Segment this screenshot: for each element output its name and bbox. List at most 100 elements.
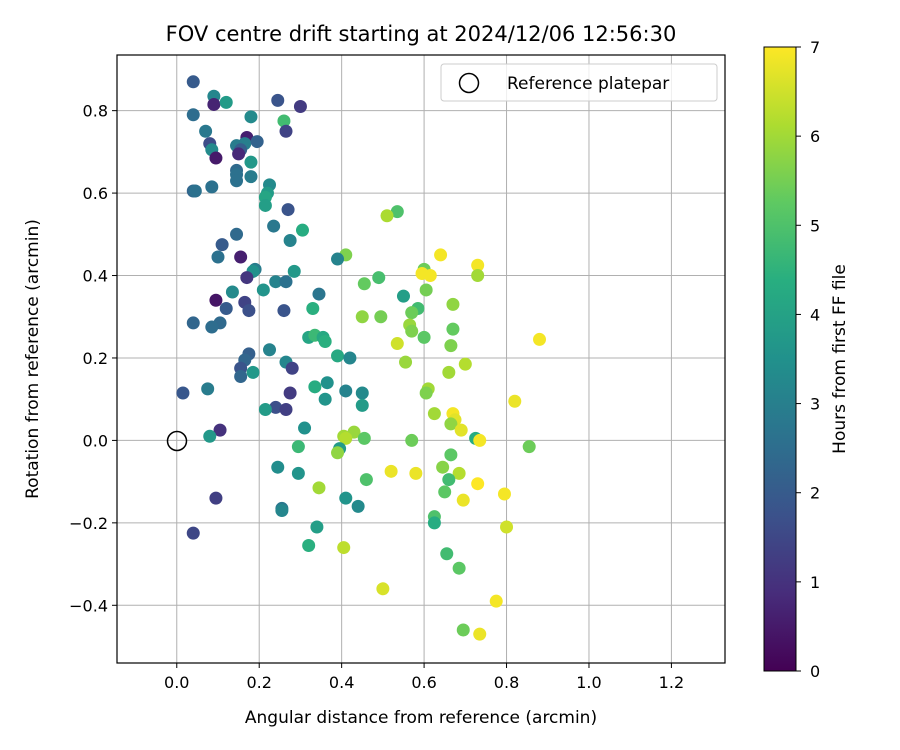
data-point <box>320 376 334 390</box>
data-point <box>380 209 394 223</box>
x-tick-label: 0.4 <box>329 673 354 692</box>
data-point <box>390 205 404 219</box>
data-point <box>390 337 404 351</box>
colorbar-tick-label: 7 <box>810 38 820 57</box>
data-point <box>271 460 285 474</box>
data-point <box>452 561 466 575</box>
data-point <box>442 365 456 379</box>
data-point <box>258 198 272 212</box>
x-tick-label: 1.0 <box>576 673 601 692</box>
data-point <box>291 466 305 480</box>
data-point <box>186 526 200 540</box>
x-tick-label: 0.0 <box>164 673 189 692</box>
legend-box <box>440 63 718 102</box>
data-point <box>277 114 291 128</box>
x-tick-label: 0.8 <box>494 673 519 692</box>
data-point <box>339 384 353 398</box>
data-point <box>533 332 547 346</box>
data-point <box>240 271 254 285</box>
colorbar-tick-label: 1 <box>810 573 820 592</box>
legend-marker-icon <box>458 72 480 94</box>
data-point <box>357 277 371 291</box>
data-point <box>283 233 297 247</box>
colorbar-tick-label: 5 <box>810 216 820 235</box>
plot-frame <box>116 54 726 664</box>
data-point <box>230 227 244 241</box>
data-point <box>250 135 264 149</box>
data-point <box>209 491 223 505</box>
data-point <box>186 316 200 330</box>
x-tick-label: 0.2 <box>246 673 271 692</box>
colorbar: 0 1 2 3 4 5 6 7 Hours from first FF file <box>763 38 850 681</box>
data-point <box>471 477 485 491</box>
data-point <box>234 250 248 264</box>
data-point <box>458 357 472 371</box>
data-point <box>201 382 215 396</box>
y-tick-label: 0.8 <box>83 102 108 121</box>
y-tick-label: −0.2 <box>69 514 108 533</box>
data-point <box>339 491 353 505</box>
data-point <box>500 520 514 534</box>
data-point <box>318 334 332 348</box>
colorbar-label: Hours from first FF file <box>830 264 850 454</box>
data-point <box>355 310 369 324</box>
x-axis-ticks: 0.0 0.2 0.4 0.6 0.8 1.0 1.2 <box>164 663 684 692</box>
colorbar-tick-label: 4 <box>810 305 820 324</box>
data-point <box>215 238 229 252</box>
data-point <box>436 460 450 474</box>
data-point <box>267 219 281 233</box>
data-point <box>351 499 365 513</box>
data-point <box>230 174 244 188</box>
data-point <box>452 466 466 480</box>
data-point <box>279 124 293 138</box>
data-point <box>376 582 390 596</box>
colorbar-gradient <box>763 46 797 672</box>
data-point <box>355 386 369 400</box>
data-point <box>279 402 293 416</box>
data-point <box>399 355 413 369</box>
y-tick-label: 0.0 <box>83 431 108 450</box>
data-point <box>423 269 437 283</box>
data-point <box>444 339 458 353</box>
data-point <box>374 310 388 324</box>
data-point <box>207 97 221 111</box>
data-point <box>244 110 258 124</box>
data-point <box>497 487 511 501</box>
data-point <box>508 394 522 408</box>
data-point <box>293 100 307 114</box>
data-point <box>213 423 227 437</box>
y-axis-ticks: −0.4 −0.2 0.0 0.2 0.4 0.6 0.8 <box>69 102 117 615</box>
data-point <box>312 481 326 495</box>
y-tick-label: 0.6 <box>83 184 108 203</box>
data-point <box>446 297 460 311</box>
data-point <box>209 293 223 307</box>
data-point <box>298 421 312 435</box>
data-point <box>310 520 324 534</box>
data-point <box>281 203 295 217</box>
data-point <box>283 386 297 400</box>
data-point <box>246 365 260 379</box>
data-point <box>205 320 219 334</box>
data-point <box>454 423 468 437</box>
data-point <box>186 75 200 89</box>
data-point <box>225 285 239 299</box>
data-point <box>295 223 309 237</box>
data-point <box>417 330 431 344</box>
y-tick-label: −0.4 <box>69 596 108 615</box>
data-point <box>291 440 305 454</box>
data-point <box>522 440 536 454</box>
data-point <box>331 252 345 266</box>
data-point <box>355 398 369 412</box>
x-tick-label: 1.2 <box>659 673 684 692</box>
y-tick-label: 0.2 <box>83 349 108 368</box>
data-point <box>456 493 470 507</box>
data-point <box>489 594 503 608</box>
y-axis-label: Rotation from reference (arcmin) <box>23 219 43 499</box>
data-point <box>308 380 322 394</box>
data-point <box>312 287 326 301</box>
data-point <box>442 473 456 487</box>
data-point <box>419 283 433 297</box>
colorbar-tick-label: 6 <box>810 127 820 146</box>
data-point <box>359 473 373 487</box>
